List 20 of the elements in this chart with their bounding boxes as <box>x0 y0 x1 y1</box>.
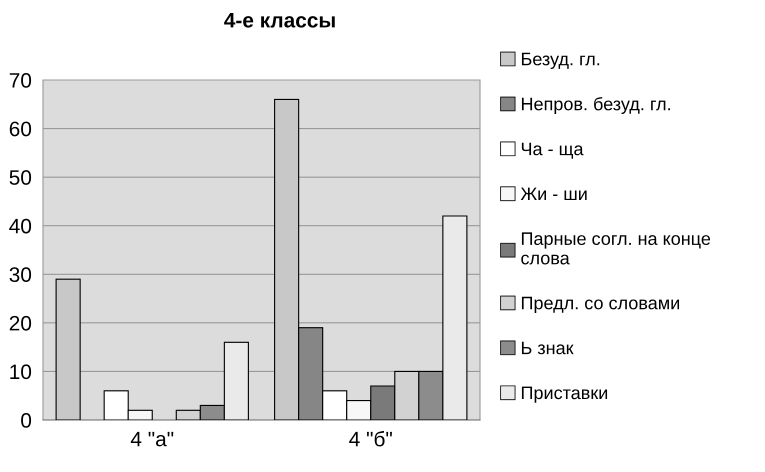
legend-label: Жи - ши <box>520 188 587 200</box>
bar <box>56 278 81 420</box>
y-tick-label: 10 <box>10 364 32 380</box>
legend-label: Непров. безуд. гл. <box>522 96 670 114</box>
y-tick-label: 40 <box>9 218 32 234</box>
chart-title: 4-е классы <box>224 13 335 28</box>
legend-label: Парные согл. на конце слова <box>521 232 710 264</box>
y-tick-label: 20 <box>10 316 32 331</box>
legend-label: Безуд. гл. <box>522 52 600 69</box>
legend-label: Предл. со словами <box>522 296 680 313</box>
y-tick-label: 0 <box>21 413 32 428</box>
y-tick-label: 50 <box>10 170 32 185</box>
y-tick-label: 70 <box>10 73 32 88</box>
legend-label: Приставки <box>522 386 608 403</box>
legend-label: Ь знак <box>522 342 574 354</box>
x-tick-label: 4 "а" <box>130 432 174 446</box>
y-tick-label: 30 <box>10 267 32 282</box>
y-tick-label: 60 <box>10 122 32 136</box>
legend-label: Ча - ща <box>522 142 584 159</box>
x-tick-label: 4 "б" <box>349 430 392 446</box>
